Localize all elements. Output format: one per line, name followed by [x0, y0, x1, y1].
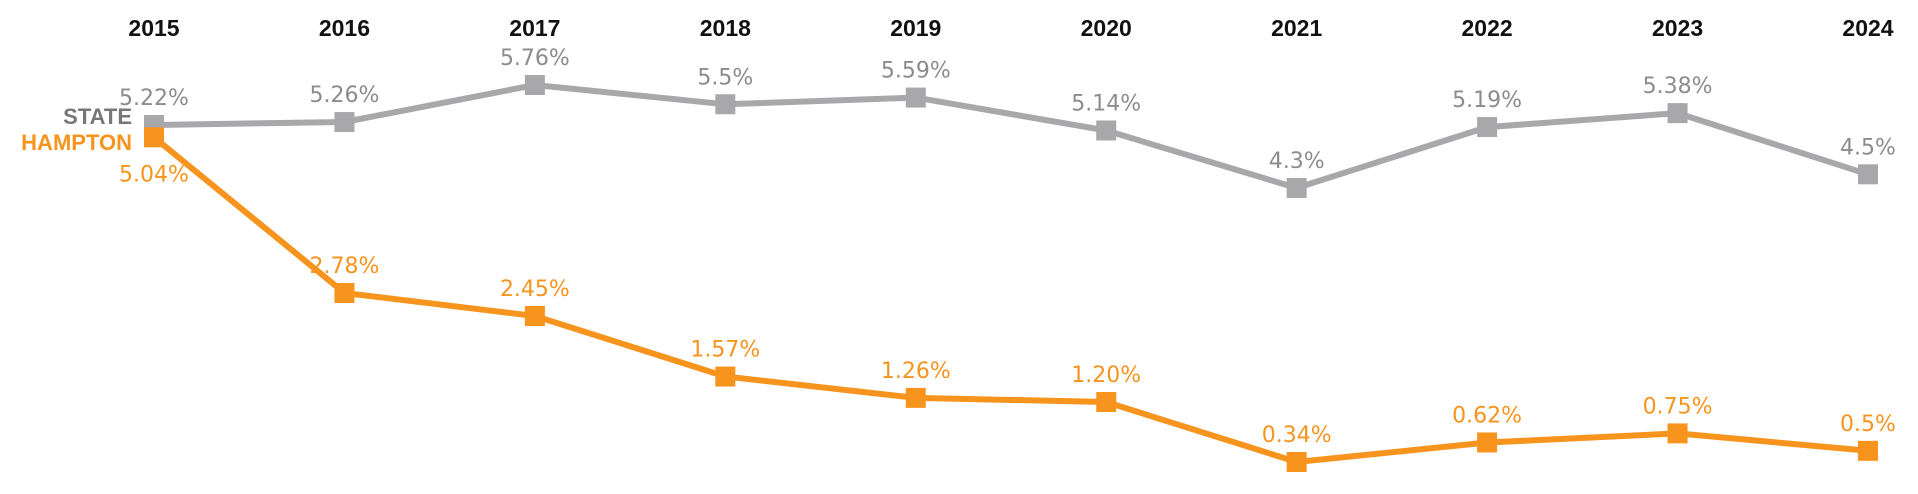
hampton-value-label-2019: 1.26%: [881, 359, 951, 384]
hampton-marker-2017: [524, 306, 545, 326]
state-value-label-2023: 5.38%: [1643, 74, 1713, 99]
year-label-2021: 2021: [1271, 15, 1322, 41]
year-label-2015: 2015: [128, 15, 179, 41]
series-name-state: STATE: [63, 104, 132, 129]
state-value-label-2024: 4.5%: [1840, 135, 1896, 160]
hampton-marker-2018: [715, 366, 736, 387]
series-markers: [144, 75, 1878, 472]
series-lines: [152, 82, 1869, 465]
state-line: [153, 82, 1869, 191]
year-label-2023: 2023: [1652, 15, 1703, 41]
state-value-label-2021: 4.3%: [1269, 149, 1325, 174]
year-label-2024: 2024: [1842, 15, 1893, 41]
hampton-value-label-2020: 1.20%: [1071, 363, 1141, 388]
year-label-2019: 2019: [890, 15, 941, 41]
state-marker-2016: [334, 112, 355, 133]
state-value-label-2022: 5.19%: [1452, 88, 1522, 113]
state-marker-2019: [905, 87, 926, 108]
hampton-value-label-2022: 0.62%: [1452, 403, 1522, 428]
state-marker-2024: [1858, 164, 1878, 185]
year-label-2022: 2022: [1462, 15, 1513, 41]
hampton-value-label-2021: 0.34%: [1262, 423, 1332, 448]
hampton-marker-2021: [1286, 452, 1307, 472]
hampton-value-label-2018: 1.57%: [690, 338, 760, 363]
hampton-marker-2015: [144, 127, 164, 148]
hampton-marker-2023: [1667, 423, 1688, 444]
hampton-marker-2022: [1477, 432, 1498, 453]
hampton-marker-2019: [905, 387, 926, 408]
hampton-marker-2020: [1096, 392, 1117, 412]
year-axis: 2015 2016 2017 2018 2019 2020 2021 2022 2023 2024: [128, 15, 1893, 41]
hampton-value-label-2016: 2.78%: [309, 254, 379, 279]
state-marker-2022: [1477, 117, 1498, 138]
hampton-marker-2024: [1858, 440, 1878, 461]
hampton-value-label-2017: 2.45%: [500, 277, 570, 302]
state-marker-2021: [1286, 178, 1307, 198]
state-marker-2020: [1096, 120, 1117, 141]
year-label-2016: 2016: [319, 15, 370, 41]
hampton-marker-2016: [334, 283, 355, 303]
year-label-2018: 2018: [700, 15, 751, 41]
data-labels: 5.22% 5.26% 5.76% 5.5% 5.59% 5.14% 4.3% 5.19% 5.…: [119, 46, 1896, 448]
state-marker-2023: [1667, 103, 1688, 124]
state-marker-2018: [715, 94, 736, 115]
state-value-label-2016: 5.26%: [309, 83, 379, 108]
state-marker-2017: [524, 75, 545, 95]
hampton-line: [152, 134, 1869, 465]
state-value-label-2015: 5.22%: [119, 86, 189, 111]
year-label-2017: 2017: [509, 15, 560, 41]
year-label-2020: 2020: [1081, 15, 1132, 41]
hampton-value-label-2015: 5.04%: [119, 162, 189, 187]
hampton-value-label-2024: 0.5%: [1840, 412, 1896, 437]
state-value-label-2017: 5.76%: [500, 46, 570, 71]
state-value-label-2020: 5.14%: [1071, 91, 1141, 116]
state-value-label-2018: 5.5%: [697, 65, 753, 90]
series-name-hampton: HAMPTON: [21, 130, 132, 155]
hampton-value-label-2023: 0.75%: [1643, 394, 1713, 419]
state-value-label-2019: 5.59%: [881, 59, 951, 84]
